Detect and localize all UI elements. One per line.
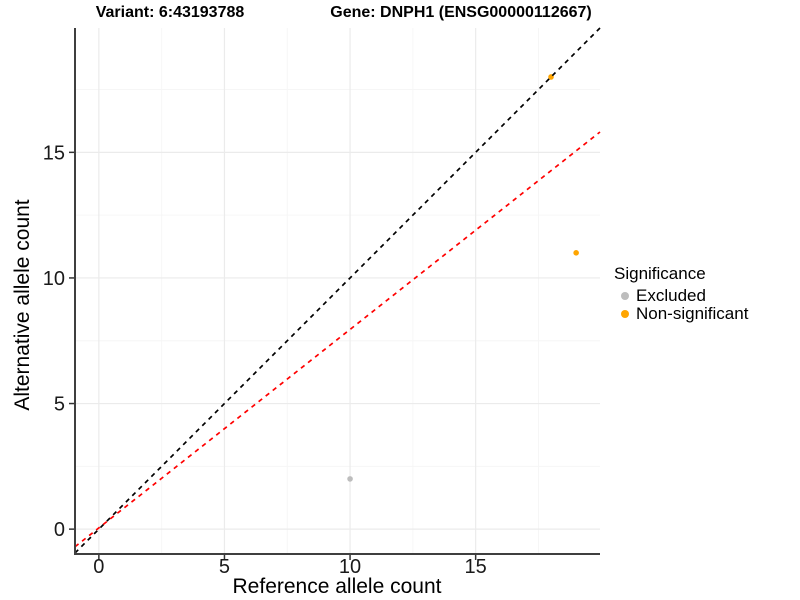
legend-key — [614, 310, 636, 318]
x-axis-title: Reference allele count — [232, 575, 442, 598]
legend-item-non-significant: Non-significant — [614, 304, 749, 323]
legend-item-excluded: Excluded — [614, 286, 748, 305]
x-tick-label: 10 — [339, 556, 361, 578]
x-tick-label: 0 — [93, 556, 104, 578]
legend-title: Significance — [614, 264, 706, 283]
data-point — [573, 250, 579, 256]
variant-title: Variant: 6:43193788 — [95, 4, 245, 21]
legend-label-non-significant: Non-significant — [636, 304, 749, 323]
data-point — [347, 476, 353, 482]
fit-line — [74, 131, 601, 548]
significance-legend: Significance Excluded Non-significant — [614, 264, 748, 323]
identity-line — [74, 27, 601, 554]
y-axis-title: Alternative allele count — [11, 199, 34, 411]
legend-key — [614, 292, 636, 300]
gene-title: Gene: DNPH1 (ENSG00000112667) — [330, 4, 592, 21]
legend-label-excluded: Excluded — [636, 286, 706, 305]
non-significant-dot-icon — [621, 310, 629, 318]
x-tick-label: 15 — [465, 556, 487, 578]
y-tick-label: 15 — [43, 142, 65, 164]
x-tick-label: 5 — [219, 556, 230, 578]
excluded-dot-icon — [621, 292, 629, 300]
y-tick-label: 0 — [54, 519, 65, 541]
y-tick-label: 10 — [43, 268, 65, 290]
y-tick-label: 5 — [54, 394, 65, 416]
